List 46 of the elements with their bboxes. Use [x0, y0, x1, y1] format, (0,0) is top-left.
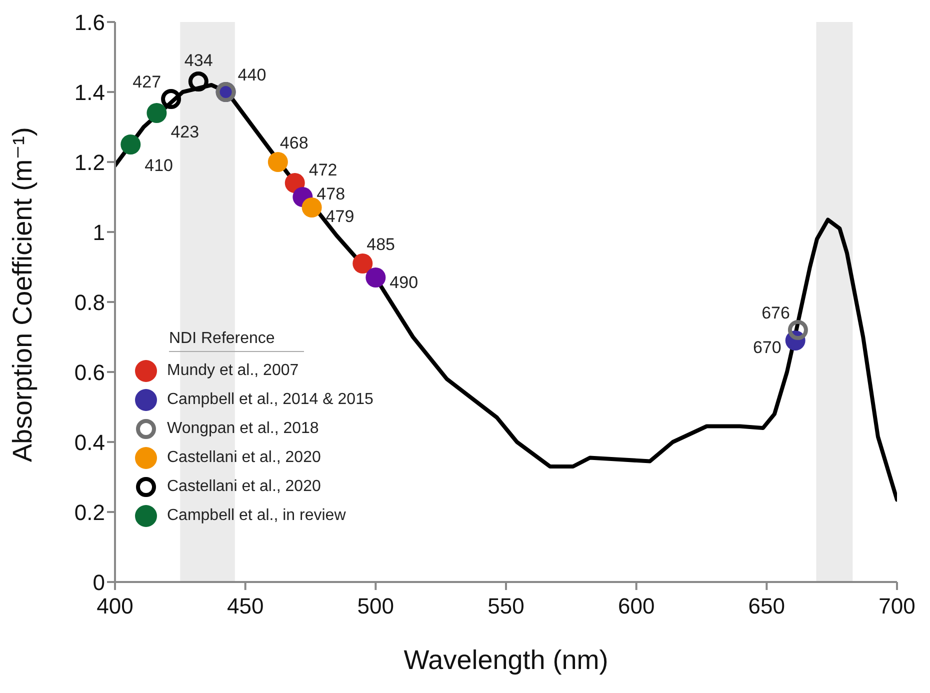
annotation: 478	[316, 184, 346, 204]
point	[366, 268, 386, 288]
y-tick-label: 1.2	[74, 150, 105, 175]
annotation: 479	[326, 206, 354, 226]
y-tick-label: 0.4	[74, 430, 105, 455]
x-tick-label: 600	[618, 594, 655, 619]
annotation: 472	[308, 160, 338, 180]
legend-label: Wongpan et al., 2018	[167, 420, 319, 438]
legend-title: NDI Reference	[169, 330, 304, 352]
y-tick-label: 0.8	[74, 290, 105, 315]
point	[188, 72, 208, 92]
point	[788, 320, 808, 340]
x-tick-label: 550	[488, 594, 524, 619]
point	[161, 89, 182, 109]
annotation: 670	[752, 338, 782, 357]
point	[146, 103, 167, 123]
y-tick-label: 1.6	[74, 10, 105, 35]
x-tick-label: 500	[357, 594, 394, 619]
x-tick-label: 650	[748, 594, 786, 619]
y-tick-label: 0.6	[74, 360, 105, 385]
y-tick-label: 1	[92, 220, 105, 245]
point	[268, 152, 288, 172]
y-axis-title: Absorption Coefficient (m⁻¹)	[8, 127, 38, 462]
x-tick-label: 450	[226, 594, 264, 619]
annotation: 468	[280, 133, 308, 152]
y-tick-label: 0	[92, 570, 105, 595]
x-tick-label: 400	[96, 594, 134, 619]
legend-label: Mundy et al., 2007	[167, 362, 299, 380]
x-axis-title: Wavelength (nm)	[404, 645, 608, 675]
y-tick-label: 1.4	[74, 80, 105, 105]
annotation: 410	[144, 156, 174, 175]
annotation: 485	[366, 234, 396, 254]
annotation: 440	[238, 65, 266, 84]
annotation: 676	[762, 303, 790, 322]
legend-label: Campbell et al., in review	[167, 506, 346, 524]
annotation: 434	[184, 50, 213, 70]
point	[352, 254, 373, 274]
annotation: 490	[390, 272, 418, 292]
x-tick-label: 700	[878, 594, 916, 619]
annotation: 427	[132, 72, 162, 92]
legend-label: Castellani et al., 2020	[167, 478, 321, 496]
y-tick-label: 0.2	[74, 500, 105, 525]
point	[120, 134, 141, 154]
legend-label: Campbell et al., 2014 & 2015	[167, 390, 374, 408]
legend-label: Castellani et al., 2020	[167, 448, 321, 466]
annotation: 423	[170, 122, 200, 142]
